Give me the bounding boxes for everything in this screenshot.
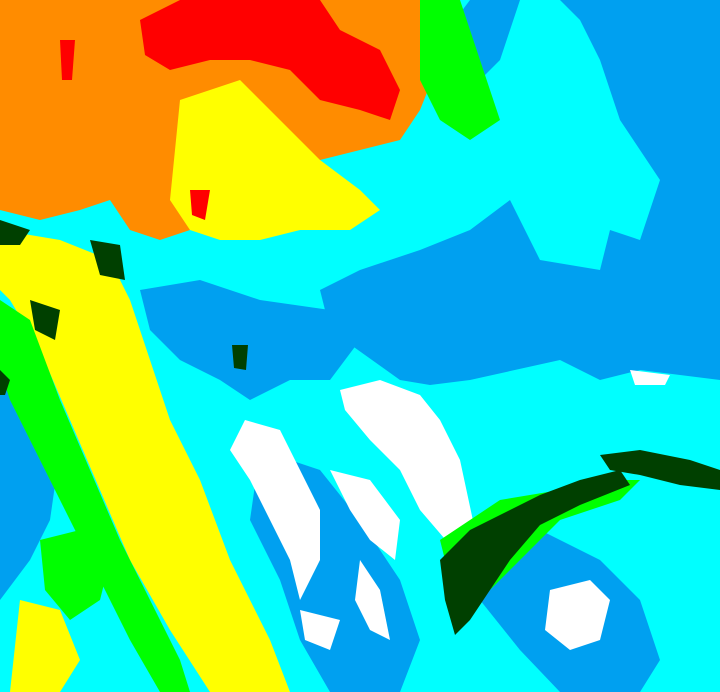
green-regions: [0, 0, 640, 692]
dark-green-regions: [0, 220, 720, 635]
yellow-regions: [0, 80, 380, 692]
white-regions: [230, 370, 670, 650]
red-regions: [60, 0, 400, 220]
